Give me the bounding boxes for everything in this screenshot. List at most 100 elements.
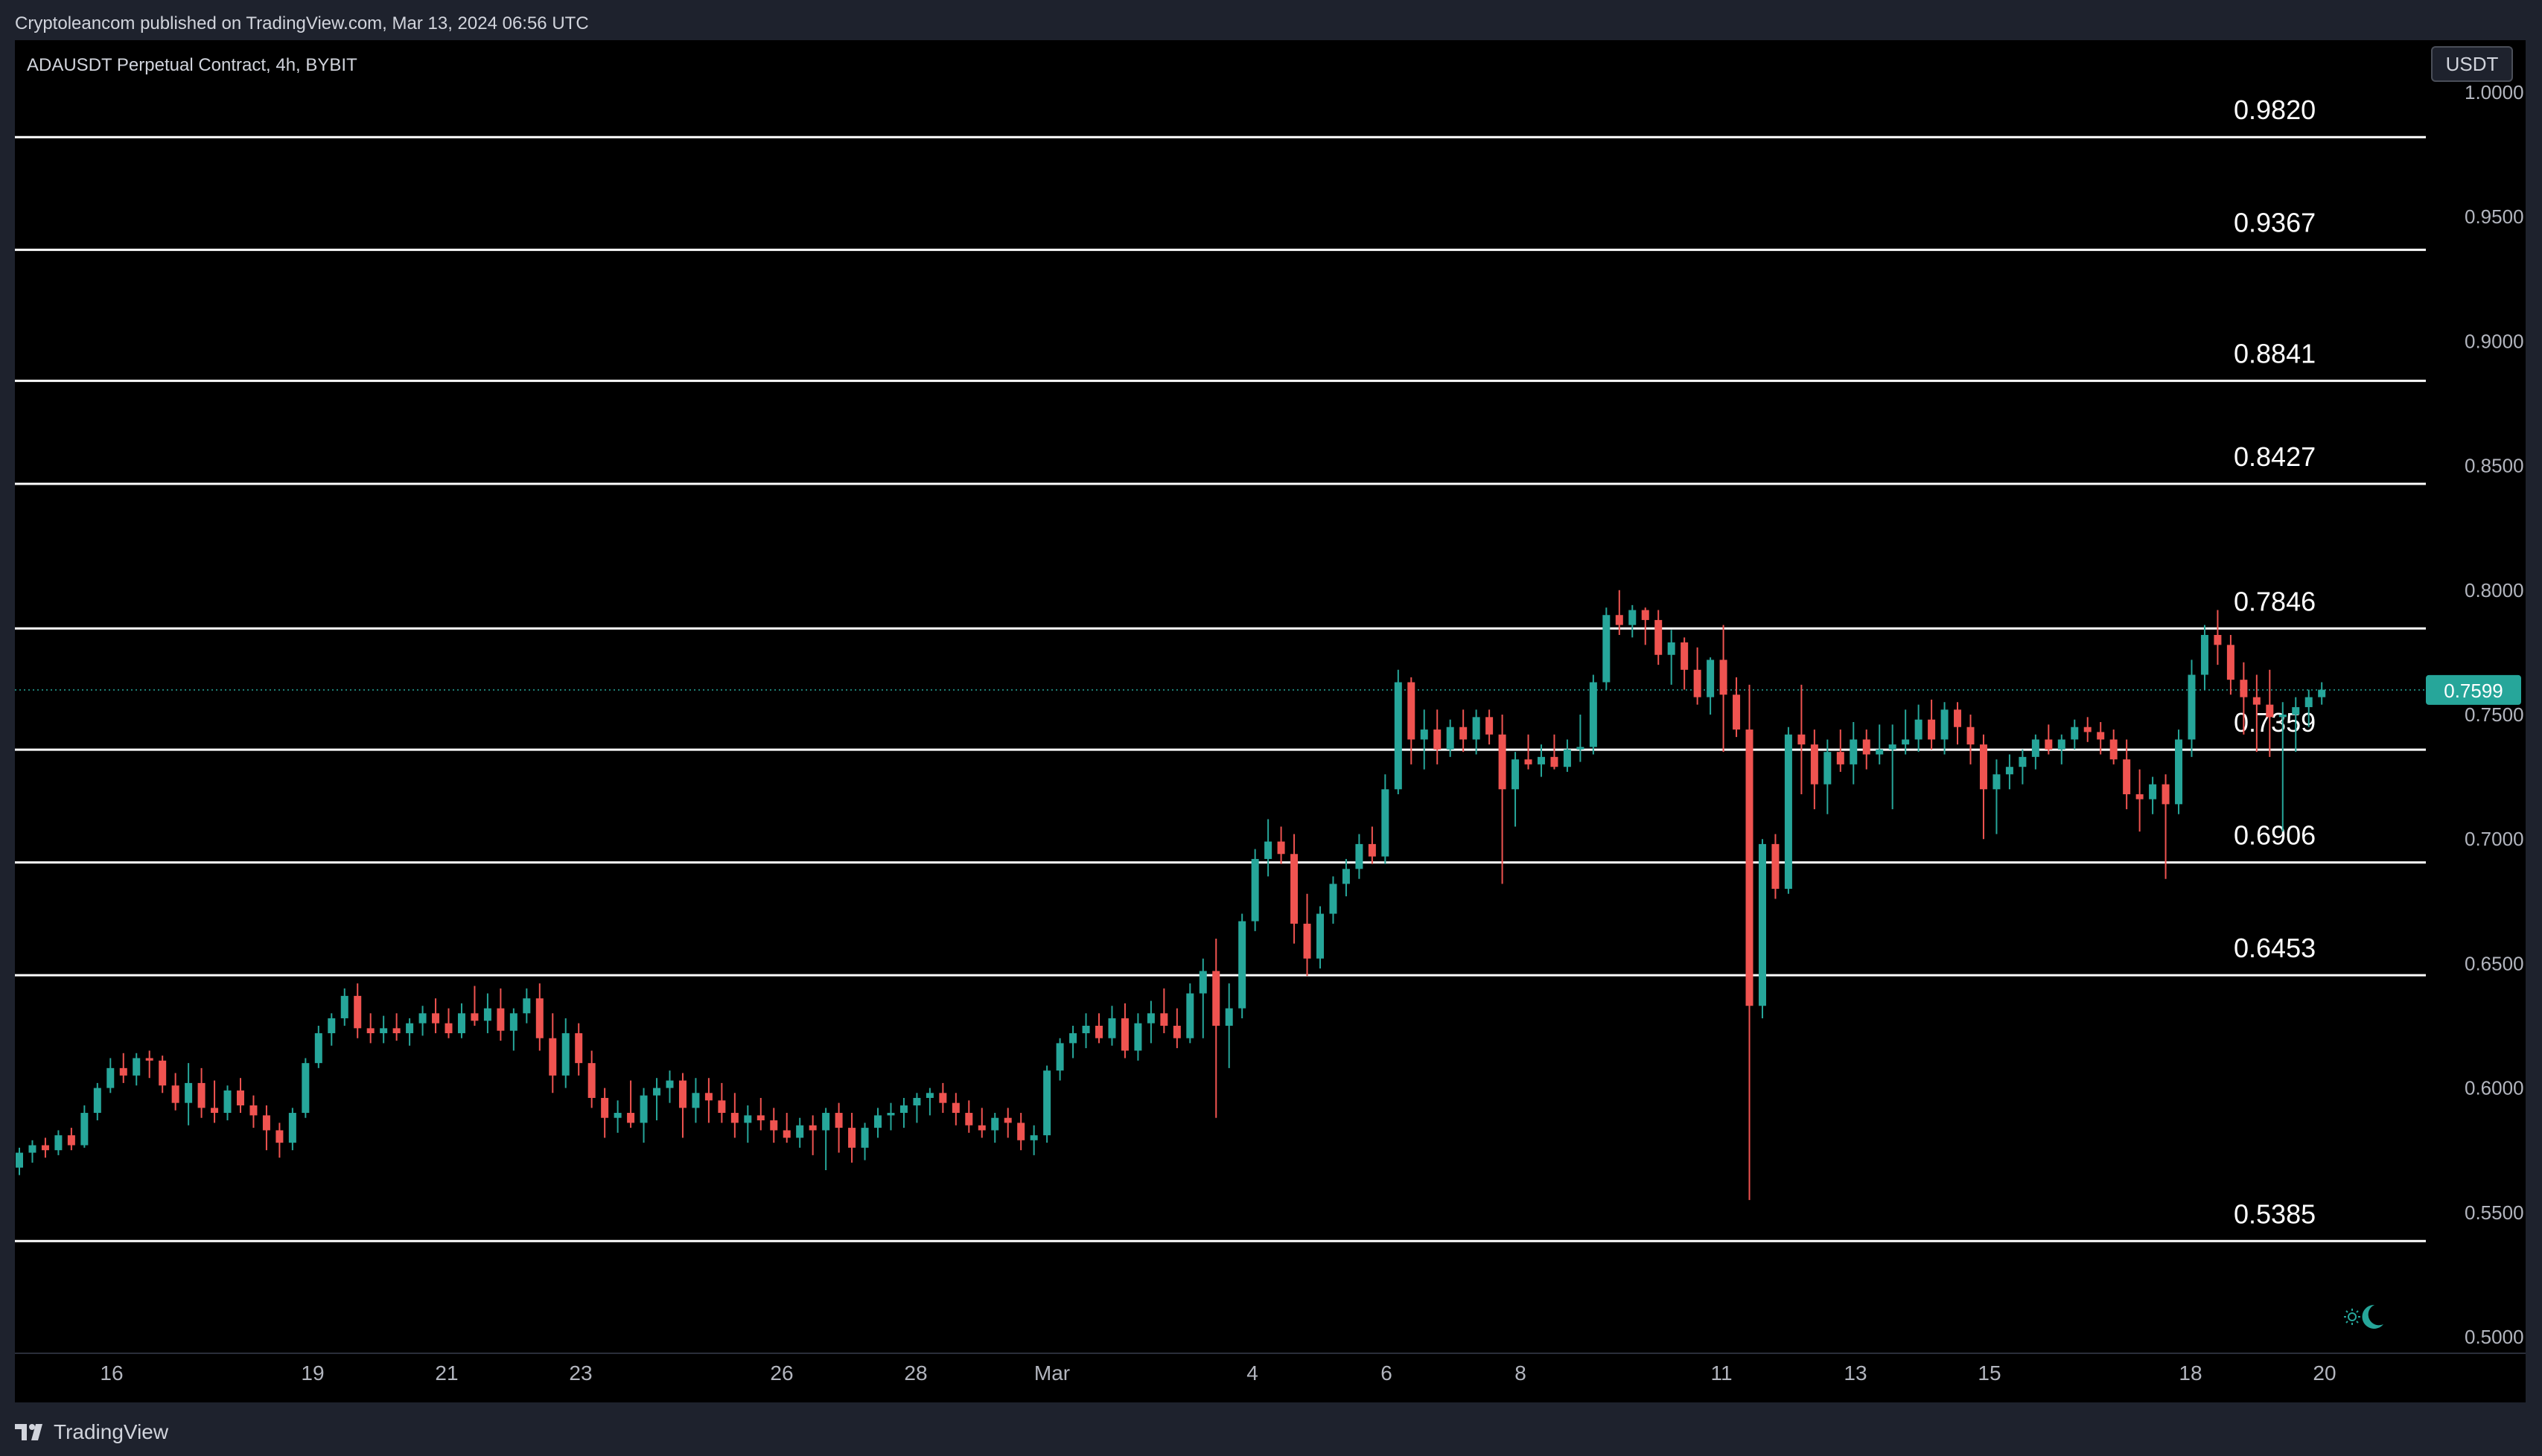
candle bbox=[2109, 729, 2118, 764]
candle bbox=[1147, 1000, 1155, 1044]
candle-body bbox=[1667, 642, 1675, 655]
candle-body bbox=[1733, 695, 1741, 730]
candle-body bbox=[2252, 697, 2261, 705]
candle-body bbox=[2045, 739, 2053, 750]
candle-body bbox=[471, 1013, 479, 1021]
candle-body bbox=[392, 1028, 401, 1034]
candle-body bbox=[2214, 634, 2222, 645]
candle-body bbox=[1108, 1018, 1116, 1038]
candle-body bbox=[1836, 752, 1844, 764]
footer: TradingView bbox=[0, 1402, 2542, 1456]
candle-body bbox=[418, 1013, 427, 1024]
candle bbox=[887, 1102, 895, 1131]
candle bbox=[1004, 1108, 1012, 1138]
candle bbox=[2240, 662, 2248, 735]
candle bbox=[2188, 660, 2196, 757]
candle bbox=[1160, 988, 1168, 1034]
candle-body bbox=[1251, 858, 1259, 922]
candle bbox=[1602, 607, 1611, 690]
candle-body bbox=[28, 1145, 36, 1153]
candle bbox=[2005, 754, 2013, 790]
candle bbox=[1667, 630, 1675, 685]
candle bbox=[1290, 834, 1299, 944]
y-tick-label: 0.6500 bbox=[2465, 952, 2524, 974]
publish-info: Cryptoleancom published on TradingView.c… bbox=[15, 13, 589, 33]
candle bbox=[678, 1073, 687, 1138]
candle bbox=[1212, 938, 1220, 1118]
candle bbox=[328, 1013, 336, 1046]
candle bbox=[418, 1006, 427, 1036]
candle bbox=[913, 1093, 921, 1123]
candle bbox=[1082, 1013, 1090, 1049]
theme-toggle-button[interactable] bbox=[2340, 1294, 2391, 1333]
candle-body bbox=[497, 1008, 505, 1031]
candle-body bbox=[1303, 923, 1311, 959]
candle-body bbox=[2175, 739, 2183, 805]
candle-body bbox=[1394, 682, 1402, 790]
candle-body bbox=[1407, 682, 1415, 740]
candle-body bbox=[2304, 697, 2313, 707]
candle bbox=[1030, 1125, 1038, 1155]
candle-body bbox=[119, 1067, 127, 1076]
candle-body bbox=[730, 1113, 739, 1123]
currency-button[interactable]: USDT bbox=[2431, 46, 2513, 82]
candle bbox=[2031, 734, 2039, 770]
y-tick-label: 0.5000 bbox=[2465, 1326, 2524, 1348]
candle-body bbox=[1862, 739, 1870, 755]
candle-body bbox=[952, 1102, 960, 1114]
candle-body bbox=[133, 1058, 141, 1076]
level-label: 0.7846 bbox=[2234, 586, 2316, 616]
candle-body bbox=[2005, 767, 2013, 775]
candle bbox=[1966, 715, 1975, 764]
candle bbox=[640, 1088, 648, 1143]
candle-body bbox=[67, 1135, 75, 1146]
y-tick-label: 0.8500 bbox=[2465, 455, 2524, 477]
candle-body bbox=[899, 1105, 908, 1114]
candle bbox=[1173, 1008, 1181, 1049]
candle-body bbox=[1771, 843, 1780, 890]
candle bbox=[340, 988, 348, 1026]
candle bbox=[2266, 669, 2274, 757]
candle-body bbox=[913, 1097, 921, 1106]
x-tick-label: 28 bbox=[904, 1361, 927, 1385]
candle bbox=[1342, 858, 1350, 897]
candle bbox=[262, 1105, 270, 1151]
x-tick-label: 13 bbox=[1844, 1361, 1867, 1385]
y-tick-label: 0.7500 bbox=[2465, 703, 2524, 726]
candle-body bbox=[1082, 1026, 1090, 1034]
chart-area[interactable]: 0.9820 0.9367 0.8841 0.8427 0.7846 0.7359 0.69… bbox=[15, 40, 2526, 1402]
candle-body bbox=[288, 1113, 296, 1143]
candle bbox=[1316, 906, 1324, 969]
candle bbox=[432, 998, 440, 1034]
candle-body bbox=[718, 1100, 726, 1114]
level-label: 0.5385 bbox=[2234, 1198, 2316, 1229]
candle bbox=[822, 1108, 830, 1170]
candle-body bbox=[1524, 759, 1532, 764]
candle-body bbox=[1693, 669, 1701, 697]
candle-body bbox=[678, 1080, 687, 1108]
candle-body bbox=[93, 1088, 101, 1114]
candle-body bbox=[41, 1145, 49, 1151]
candle-body bbox=[991, 1117, 999, 1131]
tradingview-brand[interactable]: TradingView bbox=[15, 1419, 168, 1446]
candle-body bbox=[783, 1130, 791, 1138]
candle-body bbox=[535, 998, 544, 1038]
candle-body bbox=[1563, 749, 1571, 767]
candle-body bbox=[926, 1093, 934, 1098]
candle-body bbox=[1355, 843, 1363, 869]
candle bbox=[1459, 709, 1468, 753]
candle bbox=[1862, 729, 1870, 770]
candle-body bbox=[80, 1113, 89, 1146]
candle-body bbox=[1121, 1018, 1129, 1051]
x-tick-label: 20 bbox=[2313, 1361, 2336, 1385]
candle bbox=[718, 1082, 726, 1123]
candle-body bbox=[744, 1115, 752, 1123]
price-chart[interactable]: 0.9820 0.9367 0.8841 0.8427 0.7846 0.7359 0.69… bbox=[15, 40, 2526, 1402]
candle-body bbox=[1238, 921, 1246, 1009]
candle-body bbox=[1992, 774, 2001, 790]
candle bbox=[2278, 702, 2287, 832]
candle-body bbox=[1368, 843, 1376, 857]
candle bbox=[1303, 893, 1311, 977]
candle-body bbox=[2031, 739, 2039, 757]
candle bbox=[2045, 724, 2053, 755]
